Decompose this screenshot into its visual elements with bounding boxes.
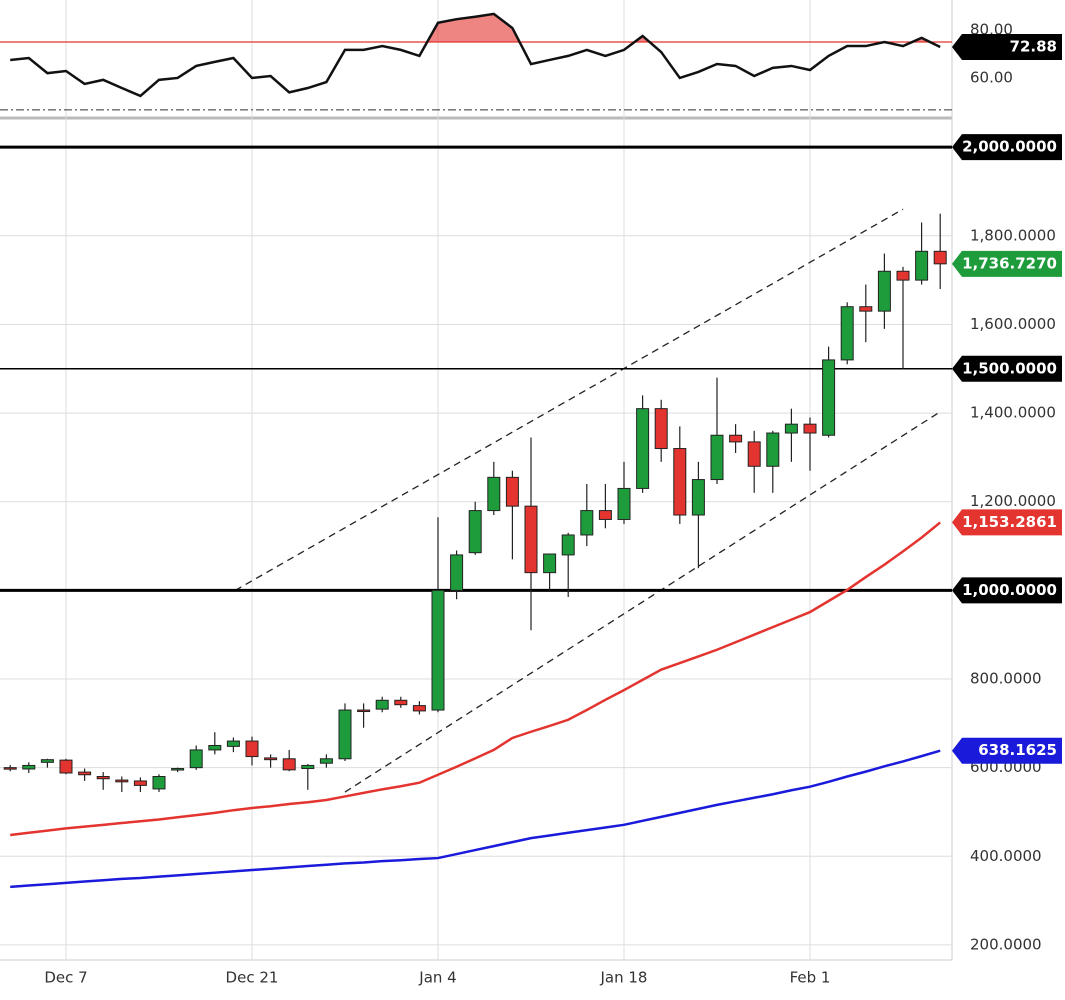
x-tick-label: Dec 7: [44, 969, 87, 987]
candle-body: [505, 476, 519, 507]
candle-body: [580, 510, 594, 536]
price-label-box: [952, 134, 1062, 161]
candle-body: [468, 510, 482, 554]
price-label-box: [952, 34, 1062, 61]
channel-line: [344, 411, 941, 793]
candle-body: [152, 776, 166, 790]
candle-body: [3, 767, 17, 770]
candle-body: [245, 740, 259, 758]
candle-body: [282, 758, 296, 771]
candle-body: [226, 740, 240, 747]
candle-body: [450, 554, 464, 591]
candle-body: [598, 510, 612, 520]
price-label: 1,500.0000: [962, 359, 1057, 377]
candle-body: [40, 759, 54, 763]
y-tick-label: 400.0000: [970, 847, 1042, 865]
price-label-box: [952, 577, 1062, 604]
candle-body: [803, 423, 817, 434]
rsi-tick-label: 60.00: [970, 68, 1013, 86]
rsi-tick-label: 80.00: [970, 20, 1013, 38]
candle-body: [96, 776, 110, 780]
candle-body: [654, 408, 668, 450]
candle-body: [375, 699, 389, 710]
price-label-box: [952, 250, 1062, 277]
y-tick-label: 1,800.0000: [970, 226, 1056, 244]
moving-average-line: [10, 749, 941, 889]
candle-body: [487, 476, 501, 512]
candle-body: [896, 270, 910, 281]
candle-body: [319, 758, 333, 764]
x-tick-label: Jan 4: [418, 969, 456, 987]
candle-body: [710, 434, 724, 481]
price-label-box: [952, 737, 1062, 764]
candle-body: [133, 780, 147, 786]
candle-body: [561, 534, 575, 556]
candle-body: [617, 487, 631, 520]
price-label-box: [952, 509, 1062, 536]
y-tick-label: 1,400.0000: [970, 404, 1056, 422]
candle-body: [171, 768, 185, 771]
candle-body: [840, 306, 854, 361]
candle-body: [394, 699, 408, 706]
x-tick-label: Jan 18: [600, 969, 648, 987]
candle-body: [673, 448, 687, 516]
candle-body: [747, 441, 761, 467]
candle-body: [915, 250, 929, 281]
y-tick-label: 1,600.0000: [970, 315, 1056, 333]
moving-average-line: [10, 521, 941, 837]
candle-body: [431, 589, 445, 711]
channel-line: [234, 208, 904, 591]
price-label: 1,000.0000: [962, 581, 1057, 599]
candle-body: [636, 408, 650, 489]
price-label: 2,000.0000: [962, 138, 1057, 156]
candle-body: [766, 432, 780, 467]
candle-body: [859, 306, 873, 312]
candle-body: [264, 757, 278, 761]
candle-body: [208, 744, 222, 751]
candle-body: [338, 709, 352, 760]
candle-body: [357, 709, 371, 713]
candle-body: [301, 764, 315, 770]
labels-layer: 2,000.0000 1,500.0000 1,000.0000 1,736.7270…: [952, 34, 1062, 764]
candle-body: [59, 759, 73, 774]
rsi-line: [10, 12, 941, 98]
candle-body: [524, 505, 538, 574]
candle-body: [115, 779, 129, 783]
y-tick-label: 200.0000: [970, 935, 1042, 953]
plot-area: [0, 12, 952, 889]
y-tick-label: 800.0000: [970, 670, 1042, 688]
candle-body: [691, 479, 705, 516]
candle-body: [933, 250, 947, 265]
y-tick-label: 1,200.0000: [970, 492, 1056, 510]
marks-layer: [0, 12, 952, 889]
rsi-overbought-fill: [10, 13, 941, 42]
candle-body: [877, 270, 891, 312]
price-label-box: [952, 355, 1062, 382]
price-label: 638.1625: [978, 741, 1057, 759]
candle-body: [189, 749, 203, 769]
price-label: 1,153.2861: [962, 513, 1057, 531]
price-label: 1,736.7270: [962, 254, 1057, 272]
candle-body: [729, 434, 743, 443]
x-tick-label: Dec 21: [226, 969, 279, 987]
price-label: 72.88: [1010, 38, 1057, 56]
x-tick-label: Feb 1: [790, 969, 831, 987]
candle-body: [78, 771, 92, 776]
candle-body: [22, 764, 36, 770]
candle-body: [822, 359, 836, 436]
candle-body: [412, 705, 426, 712]
candle-body: [543, 553, 557, 574]
candle-body: [784, 423, 798, 434]
